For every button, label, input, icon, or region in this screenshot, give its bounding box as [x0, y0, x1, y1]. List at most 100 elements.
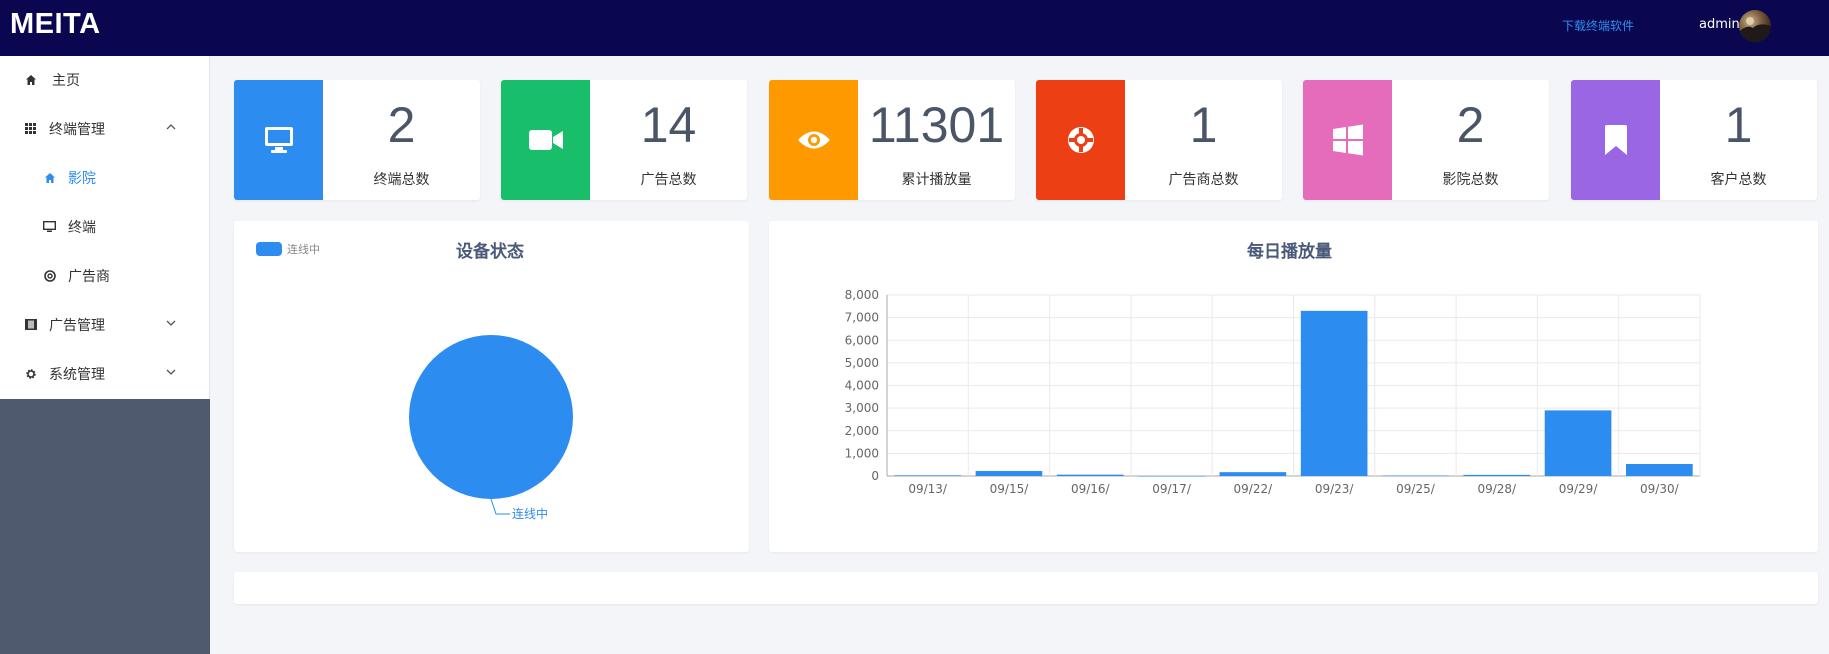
bottom-panel	[234, 572, 1818, 604]
stat-value: 11301	[868, 97, 1005, 153]
stat-card-icon-block	[1571, 80, 1660, 200]
avatar-image	[1739, 17, 1771, 42]
sidebar-group-system-management[interactable]: 系统管理	[0, 352, 210, 394]
bar[interactable]	[1138, 476, 1205, 477]
stat-value: 1	[1724, 97, 1753, 153]
bar[interactable]	[975, 471, 1043, 476]
bar[interactable]	[894, 475, 961, 476]
pie-slice-label: 连线中	[512, 506, 548, 521]
y-tick-label: 7,000	[845, 311, 879, 325]
daily-plays-title: 每日播放量	[1247, 242, 1332, 262]
sidebar-item-terminal[interactable]: 终端	[0, 205, 210, 247]
stat-card-icon-block	[1303, 80, 1392, 200]
download-terminal-software-link[interactable]: 下载终端软件	[1562, 19, 1635, 33]
y-tick-label: 3,000	[845, 401, 879, 415]
stat-value: 2	[387, 97, 416, 153]
stat-value: 1	[1189, 97, 1218, 153]
windows-icon	[1332, 124, 1363, 156]
device-status-panel: 连线中 设备状态 连线中	[234, 221, 749, 552]
bar[interactable]	[1463, 474, 1531, 476]
home-icon	[24, 73, 37, 86]
avatar[interactable]	[1739, 10, 1771, 42]
bar[interactable]	[1626, 464, 1693, 476]
stat-label: 累计播放量	[901, 172, 972, 188]
y-tick-label: 6,000	[845, 333, 879, 347]
sidebar-group-terminal-management[interactable]: 终端管理	[0, 107, 210, 149]
x-tick-label: 09/29/	[1559, 482, 1599, 496]
monitor-icon	[264, 127, 293, 153]
brand-logo[interactable]: MEITA	[10, 8, 101, 40]
x-tick-label: 09/22/	[1234, 482, 1274, 496]
x-tick-label: 09/16/	[1071, 482, 1111, 496]
stat-value: 14	[640, 97, 697, 153]
bookmark-icon	[1604, 125, 1627, 155]
stat-card-ads[interactable]: 14 广告总数	[501, 80, 747, 200]
film-icon	[24, 318, 37, 331]
pie-label-leader-line	[490, 498, 510, 515]
stat-card-icon-block	[769, 80, 858, 200]
sidebar-item-label: 终端管理	[49, 122, 105, 138]
top-navbar: MEITA 下载终端软件 admin	[0, 0, 1829, 56]
stat-value: 2	[1456, 97, 1485, 153]
daily-plays-bar-chart: 0 1,000 2,000 3,000 4,000 5,000 6,000 7,000 8,00…	[845, 288, 1701, 496]
legend-label: 连线中	[287, 243, 320, 256]
bar[interactable]	[1544, 410, 1612, 476]
grid-icon	[24, 122, 37, 135]
sidebar-item-label: 影院	[68, 171, 96, 187]
y-tick-label: 0	[871, 469, 879, 483]
stat-card-advertisers[interactable]: 1 广告商总数	[1036, 80, 1282, 200]
y-tick-label: 1,000	[845, 446, 879, 460]
y-tick-label: 4,000	[845, 379, 879, 393]
x-tick-label: 09/13/	[908, 482, 948, 496]
device-status-pie-chart: 连线中	[409, 335, 573, 521]
stat-label: 终端总数	[373, 172, 430, 188]
stat-label: 影院总数	[1442, 172, 1499, 188]
eye-icon	[797, 131, 830, 149]
bar[interactable]	[1056, 474, 1124, 476]
stat-label: 广告商总数	[1168, 172, 1239, 188]
stat-card-icon-block	[501, 80, 590, 200]
device-status-title: 设备状态	[456, 242, 524, 262]
sidebar-item-label: 系统管理	[49, 367, 105, 383]
video-camera-icon	[528, 130, 563, 150]
stat-label: 广告总数	[640, 172, 697, 188]
bar[interactable]	[1219, 472, 1287, 476]
pie-slice-online[interactable]	[409, 335, 573, 499]
stat-card-terminals[interactable]: 2 终端总数	[234, 80, 480, 200]
y-tick-label: 2,000	[845, 424, 879, 438]
x-tick-label: 09/30/	[1640, 482, 1680, 496]
y-tick-label: 8,000	[845, 288, 879, 302]
y-tick-label: 5,000	[845, 356, 879, 370]
monitor-icon	[43, 220, 56, 233]
sidebar: 主页 终端管理 影院 终端 广告商	[0, 56, 210, 654]
sidebar-group-ad-management[interactable]: 广告管理	[0, 303, 210, 345]
chevron-up-icon	[166, 124, 176, 130]
x-tick-label: 09/28/	[1477, 482, 1517, 496]
sidebar-item-label: 主页	[52, 73, 80, 89]
x-tick-label: 09/15/	[990, 482, 1030, 496]
bar[interactable]	[1382, 475, 1449, 477]
stat-card-cinemas[interactable]: 2 影院总数	[1303, 80, 1549, 200]
sidebar-item-label: 广告管理	[49, 318, 105, 334]
stat-card-plays[interactable]: 11301 累计播放量	[769, 80, 1015, 200]
lifebuoy-icon	[43, 269, 56, 282]
x-tick-label: 09/23/	[1315, 482, 1355, 496]
lifebuoy-icon	[1067, 127, 1094, 153]
x-tick-label: 09/17/	[1152, 482, 1192, 496]
gear-icon	[24, 367, 37, 380]
chevron-down-icon	[166, 320, 176, 326]
stat-card-customers[interactable]: 1 客户总数	[1571, 80, 1817, 200]
sidebar-item-label: 终端	[68, 220, 96, 236]
sidebar-item-cinema[interactable]: 影院	[0, 156, 210, 198]
sidebar-item-advertiser[interactable]: 广告商	[0, 254, 210, 296]
sidebar-item-home[interactable]: 主页	[0, 58, 210, 100]
username[interactable]: admin	[1699, 17, 1740, 32]
stat-label: 客户总数	[1710, 172, 1767, 188]
chart-legend[interactable]: 连线中	[256, 241, 320, 257]
legend-swatch	[256, 242, 282, 256]
stat-card-icon-block	[1036, 80, 1125, 200]
chevron-down-icon	[166, 369, 176, 375]
sidebar-menu: 主页 终端管理 影院 终端 广告商	[0, 56, 210, 399]
stat-card-icon-block	[234, 80, 323, 200]
bar[interactable]	[1300, 310, 1368, 476]
